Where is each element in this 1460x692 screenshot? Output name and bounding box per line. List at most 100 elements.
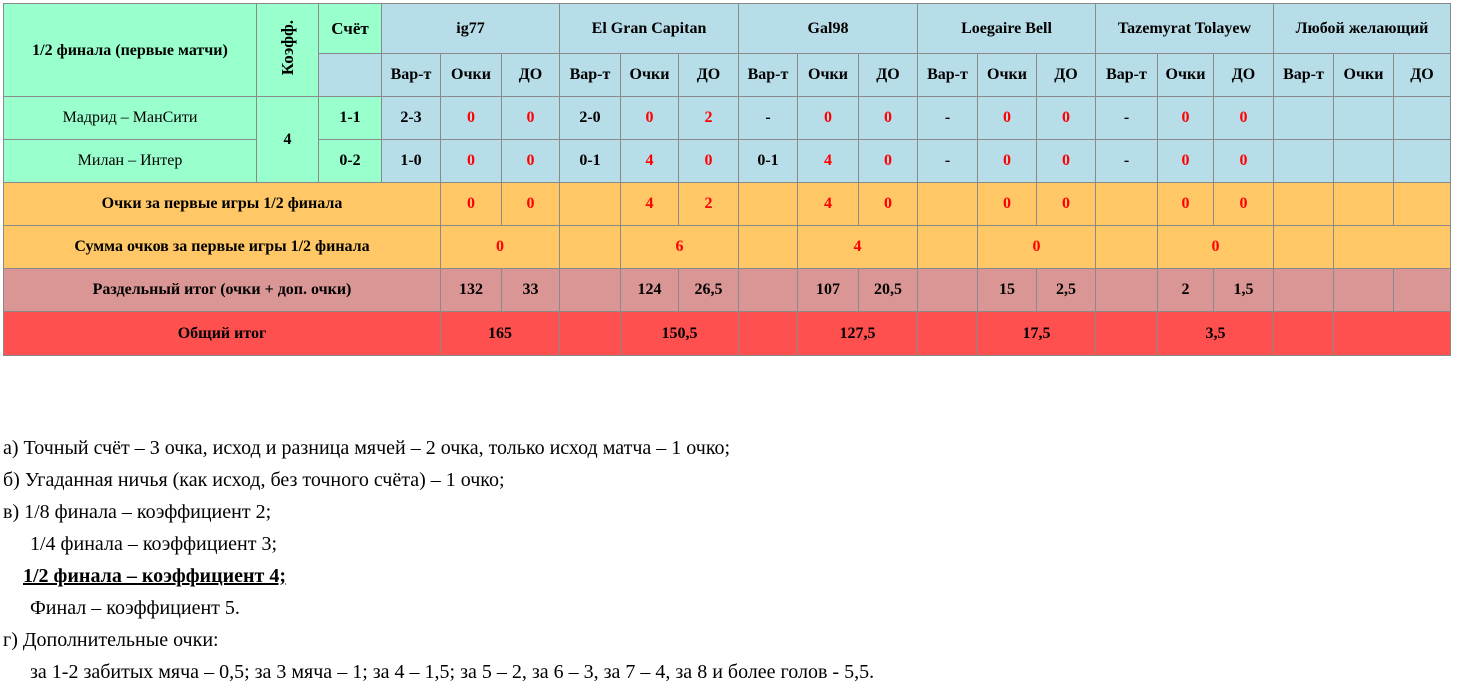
score-subcell [318,53,382,97]
extra-cell: 0 [501,96,560,140]
separate-extra: 2,5 [1036,268,1096,312]
prediction-cell [1273,96,1334,140]
match-name: Мадрид – МанСити [3,96,257,140]
points-cell: 4 [797,139,859,183]
empty-cell [1095,225,1158,269]
variant-header: Вар-т [559,53,621,97]
note-line: за 1-2 забитых мяча – 0,5; за 3 мяча – 1… [30,661,875,683]
points-header: Очки [1333,53,1394,97]
extra-cell [1393,139,1451,183]
empty-cell [1273,182,1334,226]
extra-header: ДО [501,53,560,97]
participant-header: Loegaire Bell [917,3,1096,54]
separate-extra: 26,5 [678,268,739,312]
extra-cell [1393,96,1451,140]
empty-cell [559,268,621,312]
separate-points: 15 [977,268,1037,312]
points-value: 0 [977,182,1037,226]
empty-cell [559,182,621,226]
note-line-current-stage: 1/2 финала – коэффициент 4; [23,565,286,587]
extra-header: ДО [1213,53,1274,97]
empty-cell [1095,182,1158,226]
empty-cell [559,225,621,269]
separate-extra: 20,5 [858,268,918,312]
extra-value: 0 [858,182,918,226]
match-score: 1-1 [318,96,382,140]
points-value [1333,182,1394,226]
grand-total-value: 150,5 [620,311,739,356]
empty-cell [1273,225,1334,269]
points-value: 4 [620,182,679,226]
participant-header: ig77 [381,3,560,54]
prediction-cell: 0-1 [559,139,621,183]
separate-extra: 33 [501,268,560,312]
empty-cell [738,268,798,312]
sum-value: 0 [440,225,560,269]
points-cell: 0 [440,96,502,140]
extra-value: 0 [1036,182,1096,226]
grand-total-value [1333,311,1451,356]
sum-value: 0 [1157,225,1274,269]
prediction-cell: 0-1 [738,139,798,183]
note-line: а) Точный счёт – 3 очка, исход и разница… [3,437,731,459]
koef-label: Коэфф. [277,19,297,76]
separate-points: 124 [620,268,679,312]
empty-cell [1273,268,1334,312]
extra-cell: 0 [1213,96,1274,140]
extra-cell: 0 [858,96,918,140]
note-line: г) Дополнительные очки: [3,629,219,651]
points-cell: 0 [1157,96,1214,140]
note-line: 1/4 финала – коэффициент 3; [30,533,278,555]
points-cell: 0 [440,139,502,183]
points-value: 4 [797,182,859,226]
empty-cell [917,311,978,356]
extra-cell: 0 [1213,139,1274,183]
participant-header: Любой желающий [1273,3,1451,54]
points-cell: 4 [620,139,679,183]
separate-total-label: Раздельный итог (очки + доп. очки) [3,268,441,312]
first-games-label: Очки за первые игры 1/2 финала [3,182,441,226]
participant-header: Tazemyrat Tolayew [1095,3,1274,54]
empty-cell [917,182,978,226]
empty-cell [1273,311,1334,356]
empty-cell [738,182,798,226]
subheader-row: Вар-т Очки ДО Вар-т Очки ДО Вар-т Очки Д… [4,53,1451,97]
match-row: Милан – Интер 0-2 1-0 0 0 0-1 4 0 0-1 4 … [3,139,1451,183]
separate-points: 2 [1157,268,1214,312]
extra-value: 0 [501,182,560,226]
points-header: Очки [620,53,679,97]
extra-cell: 0 [858,139,918,183]
extra-header: ДО [858,53,918,97]
sum-first-label: Сумма очков за первые игры 1/2 финала [3,225,441,269]
extra-header: ДО [678,53,739,97]
sum-value [1333,225,1451,269]
sum-value: 4 [797,225,918,269]
points-value: 0 [1157,182,1214,226]
note-line: б) Угаданная ничья (как исход, без точно… [3,469,505,491]
extra-value: 2 [678,182,739,226]
grand-total-value: 17,5 [977,311,1096,356]
match-name: Милан – Интер [3,139,257,183]
variant-header: Вар-т [1273,53,1334,97]
points-cell: 0 [977,139,1037,183]
prediction-cell: - [1095,139,1158,183]
note-line: в) 1/8 финала – коэффициент 2; [3,501,272,523]
variant-header: Вар-т [917,53,978,97]
variant-header: Вар-т [738,53,798,97]
prediction-cell [1273,139,1334,183]
points-cell [1333,96,1394,140]
points-header: Очки [977,53,1037,97]
koef-value: 4 [256,96,319,183]
match-row: Мадрид – МанСити 4 1-1 2-3 0 0 2-0 0 2 -… [3,96,1451,183]
points-cell: 0 [797,96,859,140]
extra-value [1393,182,1451,226]
prediction-cell: - [917,139,978,183]
score-header: Счёт [318,3,382,54]
separate-extra: 1,5 [1213,268,1274,312]
prediction-cell: - [1095,96,1158,140]
separate-points [1333,268,1394,312]
variant-header: Вар-т [1095,53,1158,97]
rules-notes: а) Точный счёт – 3 очка, исход и разница… [3,432,1453,688]
extra-cell: 0 [678,139,739,183]
participant-header: Gal98 [738,3,918,54]
